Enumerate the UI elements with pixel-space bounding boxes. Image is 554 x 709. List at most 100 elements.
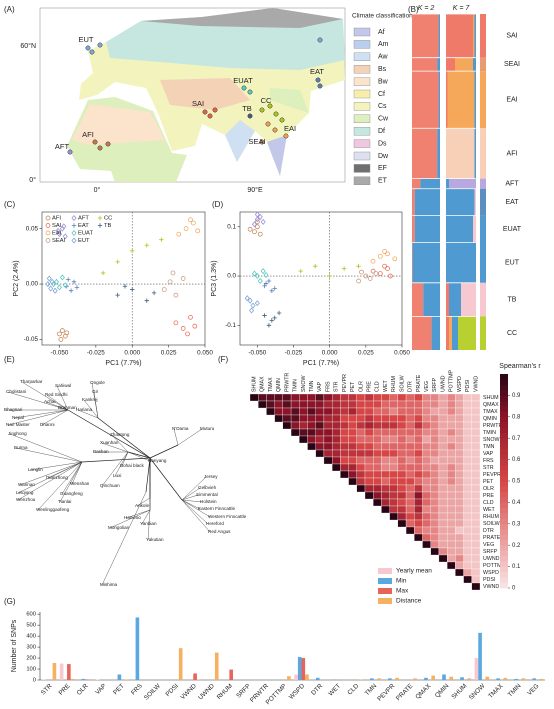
heat-cell <box>446 561 456 570</box>
sample-site <box>97 145 103 151</box>
point <box>60 328 65 333</box>
branch <box>7 391 69 411</box>
heat-cell <box>307 435 316 444</box>
row-label: WSPD <box>483 570 499 576</box>
leaf-label: Bhagnari <box>4 407 22 412</box>
x-tick-label: WET <box>327 683 342 698</box>
leaf-label: Holstein <box>200 499 217 504</box>
bar <box>467 678 472 680</box>
branch <box>7 409 69 426</box>
heat-cell <box>414 414 423 423</box>
heat-cell <box>471 512 481 521</box>
x-tick-label: STR <box>40 682 54 696</box>
legend-label: Df <box>378 128 385 135</box>
heat-cell <box>438 512 448 521</box>
ancestry-segment <box>412 282 424 317</box>
heat-cell <box>389 484 399 493</box>
x-tick-label: TMIN <box>507 682 523 698</box>
point <box>55 227 61 234</box>
ancestry-segment <box>474 14 476 58</box>
colorbar-tick-label: 0.6 <box>512 457 521 463</box>
row-label: PET <box>483 479 494 485</box>
heat-cell <box>340 470 349 479</box>
heat-cell <box>463 435 472 444</box>
heat-cell <box>315 407 325 416</box>
population-strip <box>480 14 486 58</box>
heat-cell <box>422 456 431 465</box>
heat-cell <box>455 477 464 486</box>
ancestry-segment <box>412 316 432 350</box>
point <box>167 279 173 285</box>
ancestry-segment <box>449 316 452 350</box>
row-label: TMN <box>483 444 495 450</box>
heat-cell <box>422 393 431 402</box>
population-label: EAI <box>506 97 517 104</box>
legend-swatch <box>353 89 371 99</box>
bar <box>196 679 201 680</box>
heat-cell <box>455 568 464 577</box>
x-tick-label: 0.025 <box>358 350 374 357</box>
x-tick-label: 0.000 <box>124 350 140 357</box>
heat-cell <box>266 400 275 409</box>
heat-cell <box>373 463 382 472</box>
leaf-label: Zhaotong <box>110 432 130 437</box>
heat-cell <box>315 400 325 409</box>
leaf-label: Qinchuan <box>100 483 120 488</box>
heat-cell <box>471 463 481 472</box>
point <box>247 226 253 232</box>
heat-cell <box>331 449 341 458</box>
bar <box>135 617 140 680</box>
point <box>266 278 272 284</box>
colorbar-step <box>500 438 508 444</box>
heat-cell <box>389 463 399 472</box>
heat-cell <box>455 456 464 465</box>
heat-cell <box>381 484 390 493</box>
colorbar-step <box>500 459 508 466</box>
heat-cell <box>414 393 423 402</box>
heat-cell <box>356 484 366 493</box>
point <box>254 211 260 218</box>
legend-swatch <box>378 578 392 584</box>
heat-cell <box>430 505 440 514</box>
legend-marker <box>71 214 77 222</box>
column-label: UWND <box>440 375 446 392</box>
colorbar-step <box>500 539 508 546</box>
heat-cell <box>422 505 431 514</box>
heat-cell <box>340 428 349 437</box>
heat-cell <box>331 463 341 472</box>
ancestry-segment <box>420 178 440 189</box>
heat-cell <box>340 463 349 472</box>
heat-cell <box>340 400 349 409</box>
heat-cell <box>463 561 472 570</box>
heat-cell <box>397 449 407 458</box>
y-tick-label: 0.0 <box>227 273 236 280</box>
point <box>385 251 390 257</box>
heat-cell <box>397 498 407 507</box>
heat-cell <box>323 456 333 465</box>
heat-cell <box>397 421 407 430</box>
point <box>191 220 196 226</box>
heat-cell <box>471 505 481 514</box>
heat-cell <box>348 407 357 416</box>
ancestry-segment <box>414 188 440 216</box>
sample-site <box>272 127 278 133</box>
panel-label: (B) <box>408 5 419 14</box>
heat-cell <box>414 519 423 528</box>
heat-cell <box>323 400 333 409</box>
heat-cell <box>397 428 407 437</box>
branch <box>45 401 69 411</box>
heat-cell <box>381 477 390 486</box>
bar <box>478 632 482 680</box>
population-label: EAT <box>310 67 324 76</box>
heat-cell <box>389 470 399 479</box>
heat-cell <box>348 428 357 437</box>
branch <box>101 442 129 453</box>
colorbar-step <box>500 534 508 541</box>
point <box>272 315 277 321</box>
heat-cell <box>389 449 399 458</box>
legend-label: Distance <box>396 598 422 605</box>
x-tick-label: QMIN <box>434 682 451 699</box>
heat-cell <box>438 463 448 472</box>
y-tick-label: 600 <box>26 612 36 618</box>
india <box>225 120 255 162</box>
